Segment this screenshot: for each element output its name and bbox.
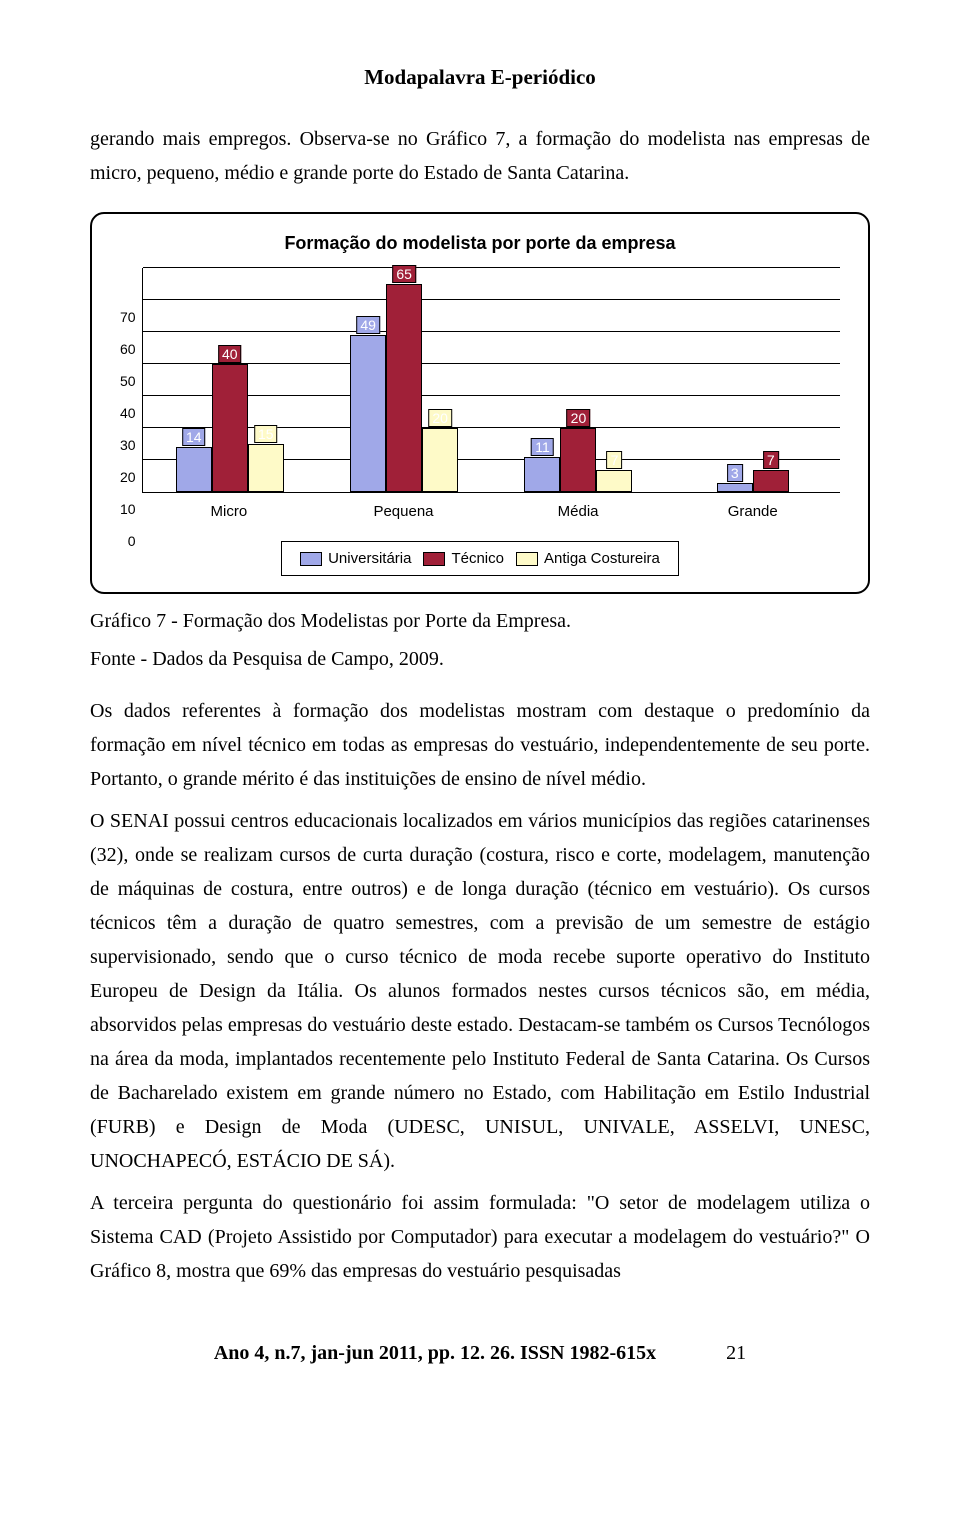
body-paragraph-3: A terceira pergunta do questionário foi … <box>90 1186 870 1288</box>
bar-group: 11207 <box>491 268 665 492</box>
bar: 7 <box>753 470 789 492</box>
x-tick-label: Grande <box>665 499 840 525</box>
legend-item: Antiga Costureira <box>516 546 660 572</box>
bar-group: 496520 <box>317 268 491 492</box>
bar: 49 <box>350 335 386 492</box>
intro-paragraph: gerando mais empregos. Observa-se no Grá… <box>90 122 870 190</box>
chart-legend: Universitária Técnico Antiga Costureira <box>281 541 679 577</box>
bar: 20 <box>560 428 596 492</box>
y-tick: 20 <box>120 461 136 493</box>
bar: 3 <box>717 483 753 493</box>
chart-plot-area: 1440154965201120737 <box>142 268 840 493</box>
bar-value-label: 7 <box>607 451 623 469</box>
journal-title: Modapalavra E-periódico <box>90 60 870 96</box>
bar-value-label: 40 <box>218 345 242 363</box>
bar-value-label: 3 <box>727 464 743 482</box>
bar: 40 <box>212 364 248 492</box>
page-footer: Ano 4, n.7, jan-jun 2011, pp. 12. 26. IS… <box>90 1336 870 1370</box>
y-tick: 40 <box>120 397 136 429</box>
chart-container: Formação do modelista por porte da empre… <box>90 212 870 595</box>
legend-item: Universitária <box>300 546 411 572</box>
bar-value-label: 14 <box>182 428 206 446</box>
bar-group: 144015 <box>143 268 317 492</box>
bar-value-label: 20 <box>428 409 452 427</box>
bar-value-label: 65 <box>392 265 416 283</box>
bar: 11 <box>524 457 560 492</box>
y-axis: 706050403020100 <box>120 301 142 525</box>
legend-item: Técnico <box>423 546 504 572</box>
legend-label: Universitária <box>328 546 411 572</box>
bar: 20 <box>422 428 458 492</box>
footer-citation: Ano 4, n.7, jan-jun 2011, pp. 12. 26. IS… <box>214 1342 656 1364</box>
legend-swatch <box>516 552 538 566</box>
legend-label: Antiga Costureira <box>544 546 660 572</box>
bar-value-label: 15 <box>254 425 278 443</box>
bar: 15 <box>248 444 284 492</box>
bar-value-label: 11 <box>531 438 554 456</box>
x-axis-labels: MicroPequenaMédiaGrande <box>142 499 840 525</box>
x-tick-label: Média <box>491 499 666 525</box>
bar-value-label: 7 <box>763 451 779 469</box>
legend-swatch <box>300 552 322 566</box>
chart-title: Formação do modelista por porte da empre… <box>120 228 840 259</box>
legend-swatch <box>423 552 445 566</box>
y-tick: 0 <box>128 525 136 557</box>
y-tick: 60 <box>120 333 136 365</box>
y-tick: 70 <box>120 301 136 333</box>
bar-group: 37 <box>666 268 840 492</box>
body-paragraph-2: O SENAI possui centros educacionais loca… <box>90 804 870 1178</box>
legend-label: Técnico <box>451 546 504 572</box>
chart-caption-title: Gráfico 7 - Formação dos Modelistas por … <box>90 604 870 638</box>
bar-value-label: 20 <box>567 409 591 427</box>
bar: 65 <box>386 284 422 492</box>
bar: 14 <box>176 447 212 492</box>
y-tick: 30 <box>120 429 136 461</box>
y-tick: 10 <box>120 493 136 525</box>
chart-caption-source: Fonte - Dados da Pesquisa de Campo, 2009… <box>90 642 870 676</box>
y-tick: 50 <box>120 365 136 397</box>
page-number: 21 <box>726 1342 746 1364</box>
x-tick-label: Micro <box>142 499 317 525</box>
bar-value-label: 49 <box>356 316 380 334</box>
bar: 7 <box>596 470 632 492</box>
x-tick-label: Pequena <box>316 499 491 525</box>
body-paragraph-1: Os dados referentes à formação dos model… <box>90 694 870 796</box>
